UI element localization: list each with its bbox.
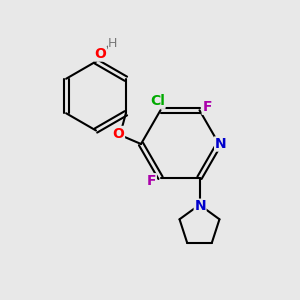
Text: O: O [94,47,106,61]
Text: Cl: Cl [150,94,165,108]
Text: F: F [202,100,212,114]
Text: H: H [108,37,117,50]
Text: N: N [194,199,206,213]
Text: F: F [147,174,156,188]
Text: O: O [112,127,124,140]
Text: N: N [215,137,226,151]
